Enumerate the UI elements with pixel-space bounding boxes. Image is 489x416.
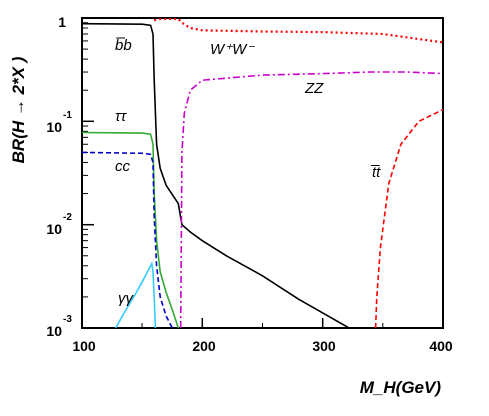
y-tick-label-0.001: 10 [46, 323, 62, 339]
y-axis-title: BR(H → 2*X ) [9, 56, 28, 163]
series-line-1 [153, 18, 443, 44]
series-label-tt: t̅t [370, 164, 381, 181]
y-ticks [82, 17, 94, 329]
series-label-cc: cc [115, 158, 131, 175]
series-label-zz: ZZ [304, 80, 324, 97]
y-tick-exponent-0.001: -3 [63, 314, 72, 325]
y-tick-label-1: 1 [58, 14, 66, 30]
series-line-0 [82, 22, 350, 328]
x-tick-label-300: 300 [312, 338, 336, 354]
x-axis-title: M_H(GeV) [360, 378, 442, 397]
y-tick-label-0.01: 10 [46, 221, 62, 237]
series-label-gammagamma: γγ [118, 290, 135, 307]
y-tick-exponent-0.01: -2 [63, 212, 72, 223]
y-tick-label-0.1: 10 [46, 119, 62, 135]
x-ticks [81, 318, 444, 328]
x-tick-label-400: 400 [429, 338, 453, 354]
series-line-2 [179, 71, 443, 328]
x-tick-label-200: 200 [192, 338, 216, 354]
y-minor-ticks [82, 22, 88, 298]
series-line-6 [115, 261, 157, 328]
series-line-5 [82, 151, 174, 328]
x-tick-label-100: 100 [72, 338, 96, 354]
series-layer [82, 18, 443, 328]
series-label-ww: W⁺W⁻ [210, 41, 255, 58]
series-label-bb: b̅b [115, 37, 132, 54]
series-label-tautau: ττ [115, 108, 128, 125]
series-line-3 [374, 108, 443, 328]
plot-frame [81, 17, 444, 329]
series-line-4 [82, 131, 180, 328]
y-tick-exponent-0.1: -1 [63, 110, 72, 121]
